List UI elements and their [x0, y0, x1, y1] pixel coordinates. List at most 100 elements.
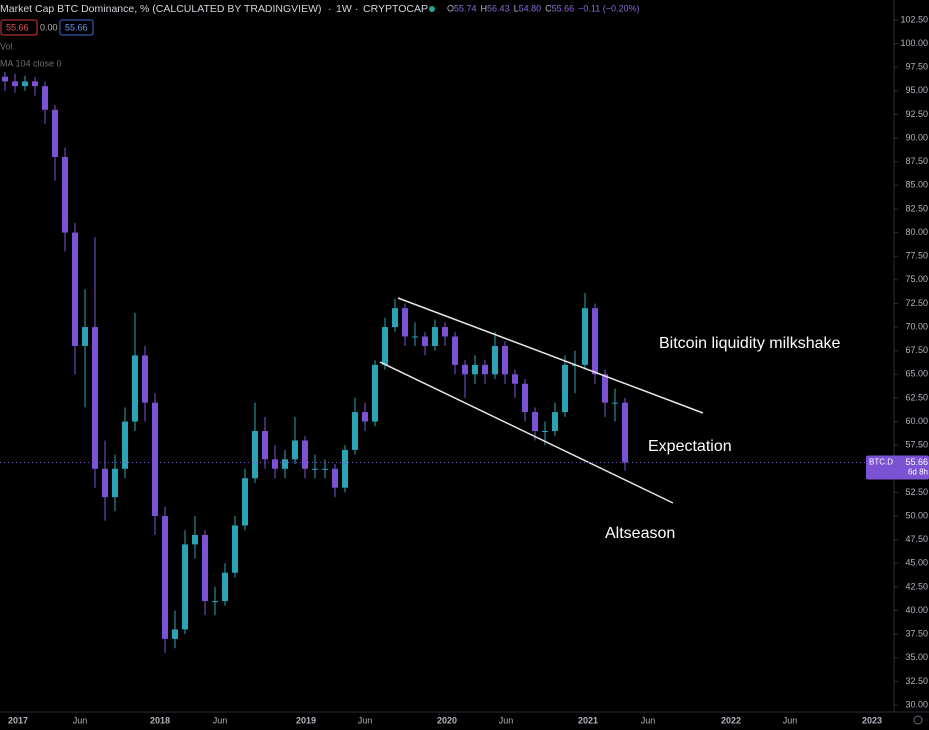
y-tick-label: 45.00	[905, 558, 928, 568]
y-tick-label: 62.50	[905, 392, 928, 402]
candle-body	[332, 468, 338, 488]
y-tick-label: 70.00	[905, 321, 928, 331]
candle-body	[602, 374, 608, 403]
candle-body	[532, 412, 538, 431]
ohlc-readout: O 55.74 H 56.43 L 54.80 C 55.66 −0.11 (−0.20%)	[447, 3, 640, 13]
readout-key: L	[514, 3, 519, 13]
price-tag	[866, 455, 929, 480]
candle-body	[192, 534, 198, 545]
chart-title: Market Cap BTC Dominance, % (CALCULATED …	[0, 3, 322, 15]
candle-body	[162, 516, 168, 639]
candle-body	[42, 86, 48, 110]
candle-body	[622, 402, 628, 463]
readout-key: C	[545, 3, 552, 13]
y-tick-label: 95.00	[905, 85, 928, 95]
readout-value: 55.66	[552, 3, 575, 13]
x-tick-label: 2018	[150, 715, 170, 725]
indicator-value: 55.66	[6, 22, 29, 32]
y-tick-label: 67.50	[905, 345, 928, 355]
candle-body	[52, 109, 58, 157]
x-tick-label: Jun	[783, 715, 798, 725]
candle-body	[2, 76, 8, 82]
candle-body	[352, 412, 358, 450]
candle-body	[202, 534, 208, 602]
readout-key: O	[447, 3, 454, 13]
candle-body	[182, 544, 188, 630]
candle-body	[232, 525, 238, 573]
candle-body	[172, 629, 178, 639]
indicator-pill	[0, 19, 38, 36]
exchange: CRYPTOCAP	[363, 3, 428, 15]
readout-value: 56.43	[487, 3, 510, 13]
settings-icon[interactable]	[913, 715, 923, 725]
candle-body	[82, 327, 88, 346]
status-dot	[429, 6, 435, 12]
candle-body	[582, 308, 588, 365]
y-tick-label: 40.00	[905, 605, 928, 615]
x-tick-label: 2019	[296, 715, 316, 725]
x-tick-label: Jun	[213, 715, 228, 725]
candle-body	[282, 459, 288, 469]
study-legend: MA 104 close 0	[0, 58, 62, 68]
candle-body	[242, 478, 248, 526]
y-tick-label: 57.50	[905, 440, 928, 450]
candle-body	[372, 364, 378, 422]
candle-body	[102, 468, 108, 498]
candle-body	[32, 81, 38, 87]
candle-body	[312, 468, 318, 470]
price-symbol: BTC.D	[869, 458, 893, 467]
y-tick-label: 32.50	[905, 676, 928, 686]
readout-value: 55.74	[454, 3, 477, 13]
candle-body	[482, 364, 488, 375]
candle-body	[402, 308, 408, 337]
y-tick-label: 60.00	[905, 416, 928, 426]
candle-body	[112, 468, 118, 498]
indicator-value: 55.66	[65, 22, 88, 32]
candle-body	[522, 383, 528, 413]
candle-body	[292, 440, 298, 460]
candle-body	[22, 81, 28, 87]
y-tick-label: 85.00	[905, 180, 928, 190]
x-tick-label: Jun	[641, 715, 656, 725]
y-tick-label: 92.50	[905, 109, 928, 119]
candle-body	[612, 402, 618, 404]
study-legend: Vol	[0, 41, 13, 51]
candle-body	[562, 364, 568, 413]
candle-body	[412, 336, 418, 338]
candle-body	[72, 232, 78, 346]
y-tick-label: 90.00	[905, 132, 928, 142]
annotation: Expectation	[648, 438, 732, 455]
x-tick-label: Jun	[73, 715, 88, 725]
candle-body	[262, 431, 268, 460]
candle-body	[432, 327, 438, 346]
y-tick-label: 75.00	[905, 274, 928, 284]
readout-value: −0.11 (−0.20%)	[578, 3, 639, 13]
interval: 1W	[336, 3, 352, 15]
separator: ·	[328, 3, 332, 15]
y-tick-label: 82.50	[905, 203, 928, 213]
candle-body	[122, 421, 128, 469]
y-tick-label: 65.00	[905, 369, 928, 379]
y-tick-label: 72.50	[905, 298, 928, 308]
y-tick-label: 102.50	[900, 14, 928, 24]
candle-body	[62, 157, 68, 233]
y-tick-label: 35.00	[905, 652, 928, 662]
x-tick-label: 2017	[8, 715, 28, 725]
candle-body	[212, 601, 218, 603]
y-tick-label: 47.50	[905, 534, 928, 544]
y-tick-label: 77.50	[905, 251, 928, 261]
y-tick-label: 52.50	[905, 487, 928, 497]
y-tick-label: 37.50	[905, 629, 928, 639]
candle-body	[392, 308, 398, 328]
candle-body	[92, 327, 98, 469]
y-tick-label: 100.00	[900, 38, 928, 48]
candle-body	[322, 468, 328, 470]
candle-body	[462, 364, 468, 375]
y-tick-label: 97.50	[905, 62, 928, 72]
candle-body	[502, 345, 508, 375]
indicator-value: 0.00	[40, 22, 58, 32]
trendline-upper	[397, 297, 704, 414]
candle-body	[132, 355, 138, 422]
annotation: Altseason	[605, 525, 675, 542]
